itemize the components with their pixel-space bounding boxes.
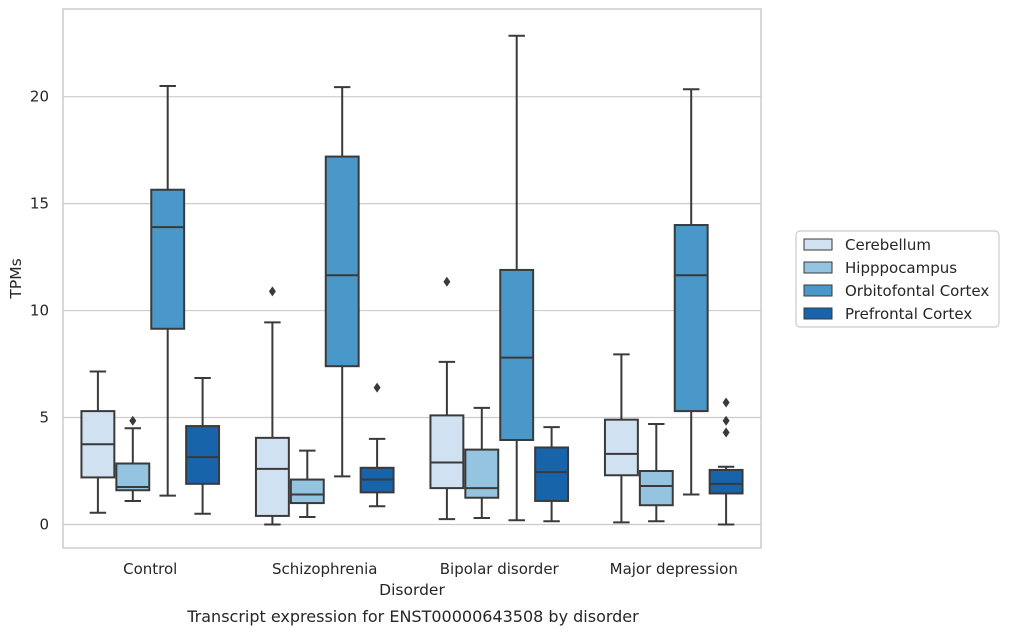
axes: 0 5 10 15 20 Control Schizophrenia Bipolar diso… bbox=[30, 8, 762, 578]
legend-swatch bbox=[803, 284, 833, 297]
box-3-1 bbox=[638, 422, 674, 523]
box-body bbox=[289, 478, 325, 505]
box-body bbox=[499, 268, 535, 441]
box-3-3 bbox=[708, 397, 744, 526]
box-body bbox=[150, 188, 186, 330]
y-tick-label: 10 bbox=[30, 302, 49, 320]
legend-label: Orbitofontal Cortex bbox=[845, 282, 989, 300]
y-axis-label: TPMs bbox=[7, 258, 25, 299]
box-0-2 bbox=[150, 85, 186, 497]
legend-swatch bbox=[803, 261, 833, 274]
box-0-3 bbox=[185, 376, 221, 515]
box-body bbox=[254, 436, 290, 517]
x-tick-label: Bipolar disorder bbox=[440, 560, 560, 578]
outlier-point bbox=[722, 427, 730, 438]
box-body bbox=[324, 155, 360, 368]
box-body bbox=[534, 446, 570, 502]
x-axis-label: Disorder bbox=[379, 581, 445, 599]
outlier-point bbox=[373, 382, 381, 393]
box-0-1 bbox=[115, 415, 151, 502]
box-body bbox=[708, 468, 744, 495]
y-tick-label: 20 bbox=[30, 88, 49, 106]
box-body bbox=[185, 425, 221, 485]
y-tick-label: 15 bbox=[30, 195, 49, 213]
chart-caption: Transcript expression for ENST0000064350… bbox=[186, 607, 639, 626]
box-2-2 bbox=[499, 34, 535, 522]
legend-label: Hipppocampus bbox=[845, 259, 957, 277]
box-1-0 bbox=[254, 286, 290, 526]
x-tick-label: Control bbox=[123, 560, 177, 578]
y-tick-label: 0 bbox=[39, 515, 49, 533]
x-tick-label: Major depression bbox=[610, 560, 738, 578]
box-body bbox=[429, 414, 465, 490]
legend: Cerebellum Hipppocampus Orbitofontal Corte… bbox=[795, 230, 1000, 328]
outlier-point bbox=[722, 397, 730, 408]
box-2-0 bbox=[429, 276, 465, 521]
x-tick-label: Schizophrenia bbox=[272, 560, 377, 578]
box-3-2 bbox=[673, 88, 709, 496]
outlier-point bbox=[129, 415, 137, 426]
outlier-point bbox=[722, 415, 730, 426]
box-2-1 bbox=[464, 406, 500, 520]
box-body bbox=[115, 462, 151, 492]
box-2-3 bbox=[534, 426, 570, 523]
legend-label: Cerebellum bbox=[845, 236, 931, 254]
box-1-2 bbox=[324, 86, 360, 478]
box-plots bbox=[80, 34, 744, 526]
outlier-point bbox=[443, 276, 451, 287]
y-tick-label: 5 bbox=[39, 409, 49, 427]
plot-frame bbox=[62, 8, 762, 549]
legend-swatch bbox=[803, 238, 833, 251]
box-body bbox=[464, 448, 500, 499]
legend-swatch bbox=[803, 307, 833, 320]
outlier-point bbox=[268, 286, 276, 297]
box-0-0 bbox=[80, 370, 116, 514]
box-body bbox=[603, 418, 639, 477]
box-3-0 bbox=[603, 353, 639, 524]
box-body bbox=[638, 470, 674, 507]
legend-frame bbox=[795, 230, 1000, 328]
box-body bbox=[673, 224, 709, 413]
legend-label: Prefrontal Cortex bbox=[845, 305, 972, 323]
box-1-3 bbox=[359, 382, 395, 508]
box-1-1 bbox=[289, 449, 325, 518]
